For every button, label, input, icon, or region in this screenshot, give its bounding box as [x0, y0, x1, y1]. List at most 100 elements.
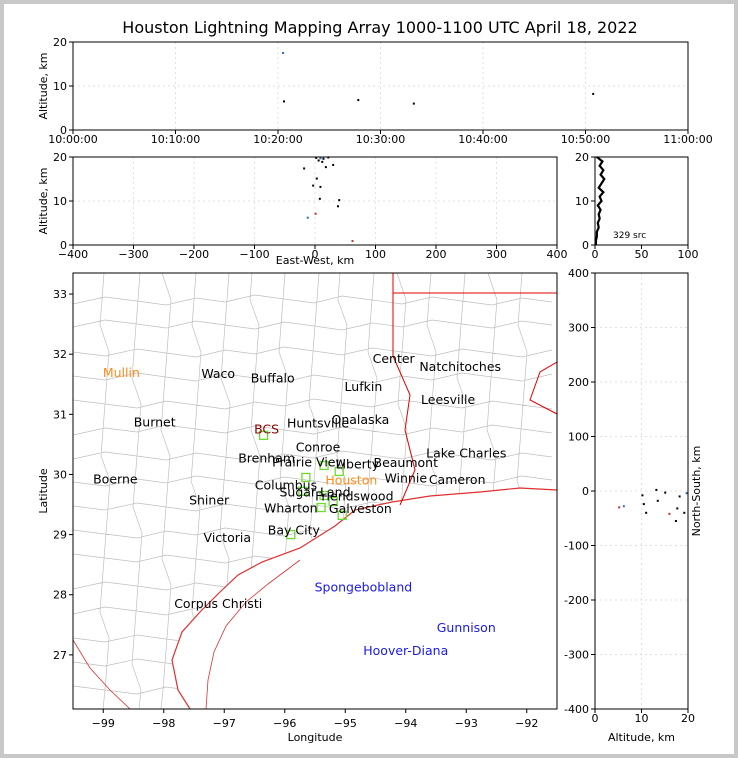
- lma-station-marker: [258, 430, 269, 441]
- lma-station-marker: [337, 510, 347, 521]
- map-place-label: Friendswood: [315, 488, 393, 503]
- ns-alt-point: [618, 506, 621, 509]
- time-alt-point: [412, 102, 415, 105]
- ew-alt-ytick-label: 10: [53, 195, 67, 208]
- map-place-label: Conroe: [296, 440, 341, 455]
- map-ylabel: Latitude: [37, 468, 50, 514]
- ew-alt-ytick-label: 20: [53, 151, 67, 164]
- map-place-label: Brenham: [238, 450, 295, 465]
- map-place-label: Waco: [201, 366, 235, 381]
- map-place-label: Onalaska: [332, 412, 390, 427]
- ew-xtick-label: −200: [179, 248, 209, 261]
- map-lon-xtick-label: −95: [334, 717, 357, 730]
- time-alt-point: [357, 99, 360, 102]
- map-lat-ytick-label: 31: [53, 408, 67, 421]
- lma-station-marker: [319, 460, 329, 471]
- map-lat-ytick-label: 32: [53, 348, 67, 361]
- ns-alt-point: [668, 512, 671, 515]
- time-alt-frame: [72, 41, 689, 131]
- map-place-label: Spongebobland: [315, 580, 413, 595]
- ns-alt-xtick-label: 0: [592, 712, 599, 725]
- time-xtick-label: 10:30:00: [356, 133, 405, 146]
- hist-ytick-label: 10: [575, 195, 589, 208]
- time-alt-point: [592, 92, 595, 95]
- ns-alt-point: [678, 495, 681, 498]
- map-place-label: Lake Charles: [426, 446, 506, 461]
- lma-station-marker: [316, 502, 326, 513]
- hist-xtick-label: 100: [678, 248, 699, 261]
- time-xtick-label: 10:20:00: [253, 133, 302, 146]
- ew-alt-point: [318, 197, 321, 200]
- ew-xtick-label: 300: [486, 248, 507, 261]
- map-place-label: Beaumont: [374, 455, 439, 470]
- ns-ytick-label: 300: [568, 322, 589, 335]
- ew-alt-point: [321, 160, 324, 163]
- gulf-of-mexico: [172, 488, 557, 709]
- ns-alt-point: [683, 511, 686, 514]
- ns-xlabel: Altitude, km: [608, 731, 675, 744]
- map-lat-ytick-label: 30: [53, 468, 67, 481]
- ns-ylabel: North-South, km: [690, 446, 703, 537]
- map-place-label: Bay City: [268, 523, 321, 538]
- map-place-label: Center: [373, 351, 416, 366]
- ew-alt-point: [319, 157, 322, 160]
- ns-alt-point: [641, 494, 644, 497]
- hist-xtick-label: 50: [635, 248, 649, 261]
- map-lon-xtick-label: −93: [455, 717, 478, 730]
- figure-title: Houston Lightning Mapping Array 1000-110…: [122, 18, 637, 37]
- texas-louisiana-border: [392, 273, 416, 506]
- time-alt-point: [282, 100, 285, 103]
- lma-station-marker: [298, 486, 308, 496]
- ns-alt-point: [674, 519, 677, 522]
- map-place-label: Columbus: [255, 477, 317, 492]
- mississippi-border: [529, 361, 557, 415]
- lma-station-marker: [334, 466, 344, 477]
- map-lon-xtick-label: −97: [213, 717, 236, 730]
- time-alt-ytick-label: 0: [60, 124, 67, 137]
- time-xtick-label: 10:40:00: [458, 133, 507, 146]
- map-xlabel: Longitude: [288, 731, 343, 744]
- ns-alt-point: [642, 503, 645, 506]
- ns-alt-point: [622, 505, 625, 508]
- ew-alt-point: [336, 205, 339, 208]
- ns-alt-point: [685, 492, 688, 495]
- ns-alt-point: [676, 507, 679, 510]
- ew-alt-point: [319, 185, 322, 188]
- ns-alt-frame: [594, 272, 689, 710]
- ns-ytick-label: 200: [568, 376, 589, 389]
- map-lon-xtick-label: −92: [515, 717, 538, 730]
- map-place-label: Victoria: [204, 530, 251, 545]
- ew-alt-point: [317, 159, 320, 162]
- map-lat-ytick-label: 33: [53, 288, 67, 301]
- rio-grande: [73, 639, 131, 709]
- ns-alt-point: [655, 488, 658, 491]
- map-place-label: Corpus Christi: [174, 596, 262, 611]
- ns-alt-xtick-label: 10: [635, 712, 649, 725]
- ns-alt-xtick-label: 20: [681, 712, 695, 725]
- time-alt-point: [282, 52, 285, 54]
- ew-xtick-label: −100: [239, 248, 269, 261]
- ew-xtick-label: 100: [365, 248, 386, 261]
- map-place-label: Natchitoches: [419, 359, 501, 374]
- hist-ytick-label: 20: [575, 151, 589, 164]
- map-lat-ytick-label: 29: [53, 529, 67, 542]
- ew-alt-point: [312, 184, 315, 187]
- ew-alt-point: [322, 157, 325, 160]
- ns-alt-point: [656, 499, 659, 502]
- lma-station-marker: [328, 496, 338, 507]
- ew-alt-ytick-label: 0: [60, 239, 67, 252]
- ns-ytick-label: -100: [564, 540, 589, 553]
- map-place-label: Prairie View: [272, 455, 346, 470]
- barrier-island: [205, 559, 301, 709]
- map-lat-ytick-label: 28: [53, 589, 67, 602]
- map-lat-ytick-label: 27: [53, 649, 67, 662]
- ew-alt-point: [306, 216, 309, 219]
- time-alt-ytick-label: 10: [53, 80, 67, 93]
- map-place-label: Leesville: [421, 392, 475, 407]
- map-place-label: Wharton: [264, 500, 318, 515]
- hist-line: [594, 156, 606, 245]
- ew-alt-point: [324, 166, 327, 169]
